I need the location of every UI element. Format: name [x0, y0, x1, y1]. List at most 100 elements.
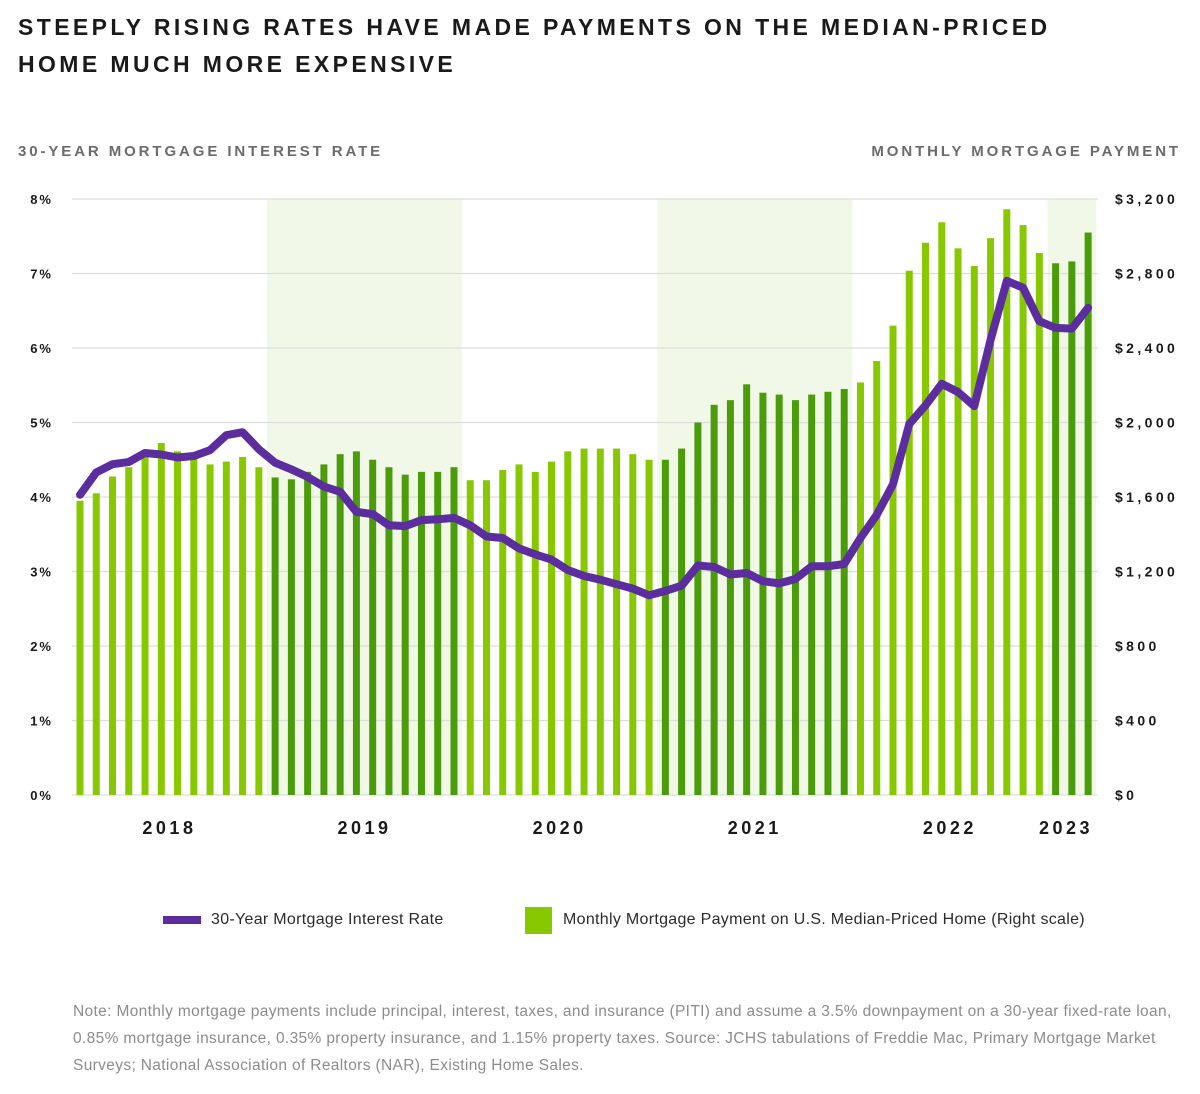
payment-bar [352, 451, 360, 795]
legend-label-payment: Monthly Mortgage Payment on U.S. Median-… [563, 911, 1085, 928]
payment-bar [629, 454, 637, 795]
payment-bar [271, 477, 279, 795]
payment-bar [840, 388, 848, 795]
left-tick-label: 8% [30, 192, 53, 207]
payment-bar [775, 394, 783, 795]
payment-bar [824, 391, 832, 795]
x-tick-label: 2019 [338, 818, 392, 838]
payment-bar [580, 448, 588, 795]
left-tick-label: 0% [30, 788, 53, 803]
right-tick-label: $2,000 [1115, 415, 1178, 431]
left-tick-label: 7% [30, 267, 53, 282]
payment-bar [678, 448, 686, 795]
payment-bar [369, 459, 377, 795]
payment-bar [596, 448, 604, 795]
payment-bar [239, 456, 247, 795]
payment-bar [401, 474, 409, 795]
payment-bar [531, 471, 539, 795]
payment-bar [938, 222, 946, 795]
legend-item-payment: Monthly Mortgage Payment on U.S. Median-… [525, 905, 1085, 935]
payment-bar [759, 392, 767, 795]
payment-bar [190, 458, 198, 795]
payment-bar [645, 459, 653, 795]
legend-label-rate: 30-Year Mortgage Interest Rate [211, 911, 444, 928]
payment-bar [125, 467, 133, 795]
payment-bar [1052, 263, 1060, 796]
payment-bar [970, 266, 978, 795]
payment-bar [385, 467, 393, 795]
payment-bar [791, 400, 799, 795]
payment-bar [726, 400, 734, 795]
payment-bar [889, 325, 897, 795]
left-tick-label: 4% [30, 490, 53, 505]
right-tick-label: $2,800 [1115, 266, 1178, 282]
legend-item-rate: 30-Year Mortgage Interest Rate [163, 905, 444, 935]
payment-bar [174, 451, 182, 795]
left-axis-title: 30-YEAR MORTGAGE INTEREST RATE [18, 143, 384, 160]
payment-bar [1035, 253, 1043, 795]
x-tick-label: 2023 [1039, 818, 1093, 838]
rate-line-layer [76, 276, 1093, 600]
left-tick-label: 6% [30, 341, 53, 356]
right-tick-label: $400 [1115, 713, 1160, 729]
right-tick-label: $800 [1115, 638, 1160, 654]
payment-bar [564, 451, 572, 795]
payment-bar [856, 382, 864, 795]
payment-bar [483, 480, 490, 795]
payment-bar [922, 242, 930, 796]
legend-bar-swatch-icon [525, 906, 552, 934]
payment-bar [499, 469, 507, 795]
x-tick-label: 2018 [142, 818, 196, 838]
payment-bar [873, 361, 881, 795]
x-tick-label: 2021 [728, 818, 782, 838]
right-tick-label: $1,200 [1115, 564, 1178, 580]
right-tick-label: $1,600 [1115, 489, 1178, 505]
right-tick-label: $0 [1115, 787, 1137, 803]
payment-bar [710, 404, 718, 795]
left-tick-label: 5% [30, 416, 53, 431]
payment-bar [109, 476, 117, 795]
payment-bar [336, 454, 344, 795]
payment-bar [694, 422, 702, 795]
legend: 30-Year Mortgage Interest Rate Monthly M… [0, 905, 1200, 935]
right-tick-label: $3,200 [1115, 191, 1178, 207]
source-note: Note: Monthly mortgage payments include … [73, 1003, 1172, 1074]
payment-bars [76, 209, 1092, 796]
payment-bar [141, 454, 149, 795]
payment-bar [808, 394, 816, 795]
payment-bar [987, 238, 995, 796]
payment-bar [434, 471, 442, 795]
chart-plot: 0% 1% 2% 3% 4% 5% 6% 7% 8% $0 $400 $800 $1,200 $1,600… [30, 191, 1178, 838]
x-tick-label: 2020 [533, 818, 587, 838]
left-tick-label: 3% [30, 565, 53, 580]
axis-tick-labels: 0% 1% 2% 3% 4% 5% 6% 7% 8% $0 $400 $800 $1,200 $1,600… [30, 191, 1178, 838]
right-tick-label: $2,400 [1115, 340, 1178, 356]
payment-bar [661, 459, 669, 795]
payment-bar [1084, 232, 1092, 795]
payment-bar [76, 500, 84, 795]
payment-bar [466, 480, 474, 795]
legend-line-swatch-icon [163, 916, 201, 924]
payment-bar [304, 471, 312, 795]
x-tick-label: 2022 [923, 818, 977, 838]
payment-bar [1003, 209, 1011, 795]
payment-bar [206, 464, 214, 795]
payment-bar [222, 461, 230, 795]
payment-bar [92, 493, 100, 795]
left-tick-label: 1% [30, 714, 53, 729]
payment-bar [320, 464, 328, 795]
chart-title-line-2: HOME MUCH MORE EXPENSIVE [18, 51, 457, 77]
payment-bar [1019, 225, 1027, 795]
payment-bar [450, 467, 458, 795]
payment-bar [743, 384, 751, 795]
left-tick-label: 2% [30, 639, 53, 654]
right-axis-title: MONTHLY MORTGAGE PAYMENT [871, 143, 1181, 160]
payment-bar [1068, 261, 1076, 795]
chart-title: STEEPLY RISING RATES HAVE MADE PAYMENTS … [18, 9, 1051, 83]
payment-bar [613, 448, 621, 795]
payment-bar [287, 479, 295, 795]
payment-bar [255, 467, 263, 795]
payment-bar [954, 248, 962, 795]
payment-bar [515, 464, 523, 795]
